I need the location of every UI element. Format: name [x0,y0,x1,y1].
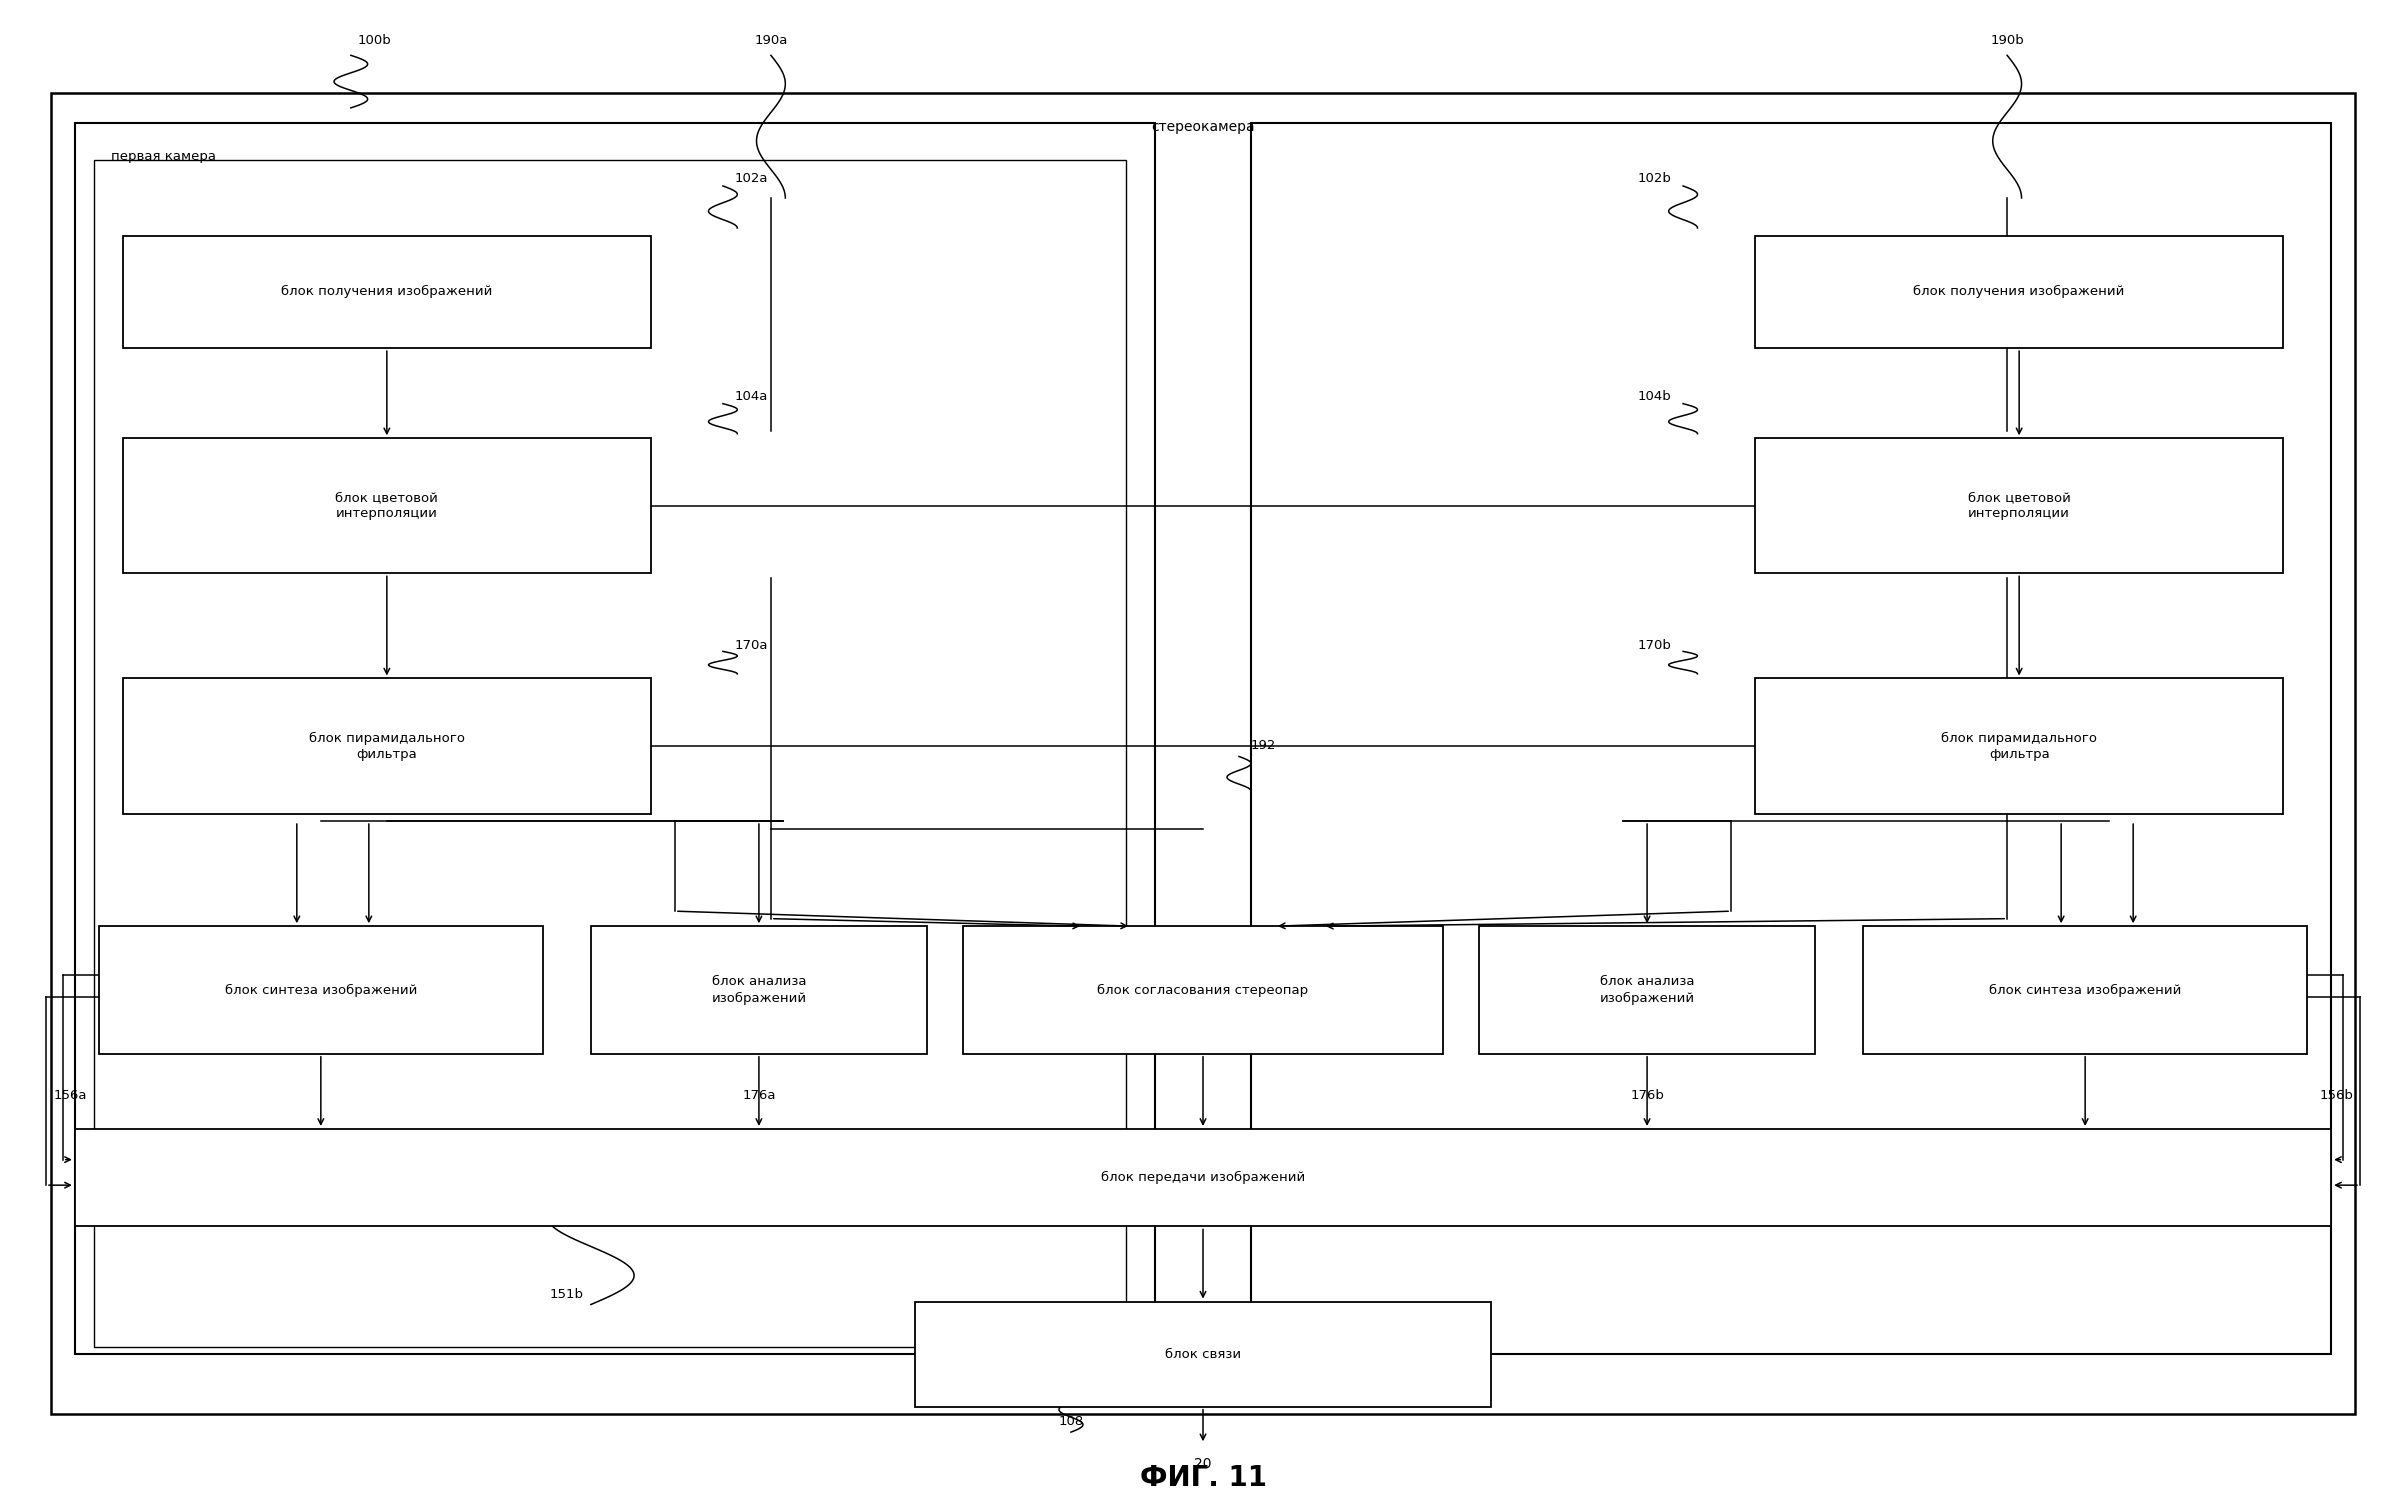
Text: 151b: 151b [551,1287,585,1301]
Text: первая камера: первая камера [111,149,217,163]
Text: 100b: 100b [358,33,392,47]
FancyBboxPatch shape [914,1302,1492,1406]
Text: блок согласования стереопар: блок согласования стереопар [1097,984,1309,996]
Text: 192: 192 [1251,740,1278,752]
Text: блок синтеза изображений: блок синтеза изображений [224,984,416,996]
Text: 156b: 156b [2319,1090,2353,1102]
Text: 176b: 176b [1631,1090,1665,1102]
Text: 170b: 170b [1636,639,1672,653]
Text: блок цветовой
интерполяции: блок цветовой интерполяции [1968,491,2072,520]
Text: блок пирамидального
фильтра: блок пирамидального фильтра [1942,731,2098,761]
FancyBboxPatch shape [123,235,652,348]
FancyBboxPatch shape [99,927,544,1053]
Text: 102b: 102b [1636,172,1672,185]
Text: 190b: 190b [1990,33,2023,47]
FancyBboxPatch shape [51,93,2355,1414]
FancyBboxPatch shape [1754,439,2283,573]
FancyBboxPatch shape [75,124,1155,1355]
Text: ФИГ. 11: ФИГ. 11 [1140,1465,1266,1492]
FancyBboxPatch shape [123,678,652,814]
FancyBboxPatch shape [1480,927,1814,1053]
Text: 20: 20 [1193,1457,1213,1471]
FancyBboxPatch shape [962,927,1444,1053]
FancyBboxPatch shape [75,1129,2331,1227]
Text: блок синтеза изображений: блок синтеза изображений [1990,984,2182,996]
Text: блок получения изображений: блок получения изображений [1913,285,2124,298]
Text: 102a: 102a [734,172,768,185]
Text: блок анализа
изображений: блок анализа изображений [1600,975,1694,1005]
FancyBboxPatch shape [592,927,926,1053]
FancyBboxPatch shape [1754,235,2283,348]
Text: 176a: 176a [741,1090,775,1102]
Text: блок цветовой
интерполяции: блок цветовой интерполяции [334,491,438,520]
Text: 104a: 104a [734,390,768,402]
FancyBboxPatch shape [1251,124,2331,1355]
Text: блок передачи изображений: блок передачи изображений [1102,1171,1304,1185]
Text: блок связи: блок связи [1165,1347,1241,1361]
Text: блок пирамидального
фильтра: блок пирамидального фильтра [308,731,464,761]
Text: 156a: 156a [53,1090,87,1102]
Text: стереокамера: стереокамера [1150,121,1256,134]
Text: 108: 108 [1059,1415,1083,1429]
Text: блок анализа
изображений: блок анализа изображений [712,975,806,1005]
Text: 170a: 170a [734,639,768,653]
Text: 104b: 104b [1638,390,1672,402]
FancyBboxPatch shape [1862,927,2307,1053]
FancyBboxPatch shape [123,439,652,573]
FancyBboxPatch shape [1754,678,2283,814]
Text: блок получения изображений: блок получения изображений [282,285,493,298]
Text: 190a: 190a [753,33,787,47]
